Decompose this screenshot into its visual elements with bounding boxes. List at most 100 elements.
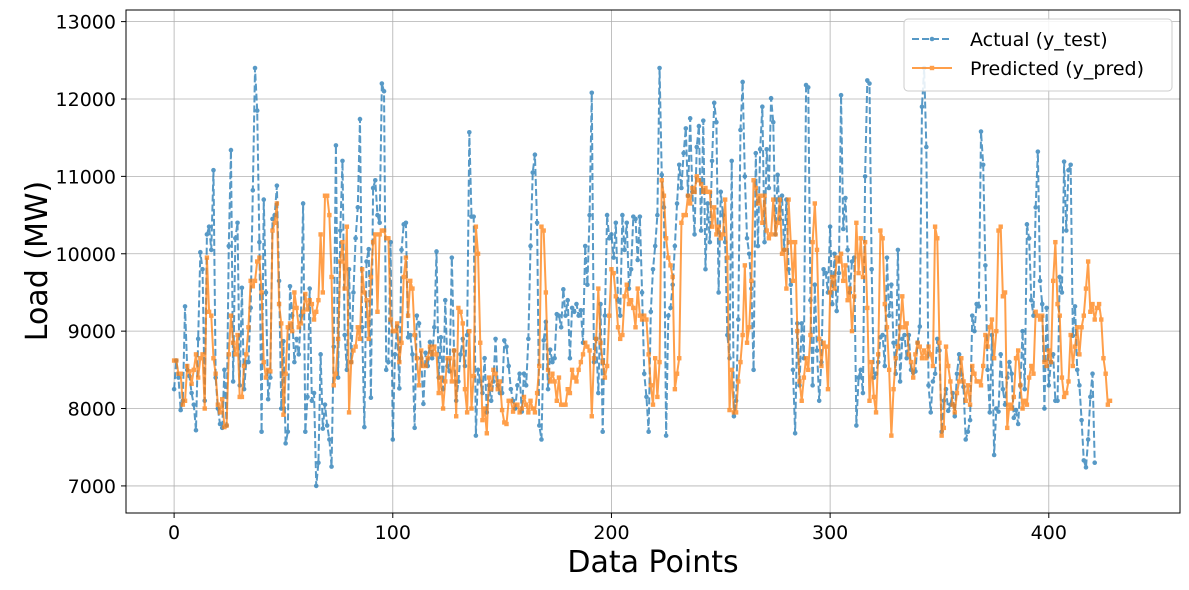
data-point xyxy=(182,304,188,309)
data-point xyxy=(764,228,769,233)
data-point xyxy=(1015,421,1021,427)
data-point xyxy=(823,270,829,276)
data-point xyxy=(171,386,177,392)
data-point xyxy=(946,363,951,369)
data-point xyxy=(760,220,765,226)
data-point xyxy=(711,100,717,106)
data-point xyxy=(528,243,533,249)
data-point xyxy=(880,332,885,338)
data-point xyxy=(294,336,299,342)
data-point xyxy=(744,235,750,241)
data-point xyxy=(259,290,264,295)
data-point xyxy=(1009,371,1014,377)
data-point xyxy=(635,257,640,263)
data-point xyxy=(714,232,719,237)
data-point xyxy=(449,255,455,260)
x-tick-label: 100 xyxy=(375,522,411,544)
data-point xyxy=(508,386,514,392)
data-point xyxy=(869,266,874,272)
data-point xyxy=(1077,352,1082,357)
data-point xyxy=(351,348,356,353)
data-point xyxy=(996,228,1001,233)
data-point xyxy=(849,328,855,334)
data-point xyxy=(582,243,588,249)
data-point xyxy=(226,352,231,357)
data-point xyxy=(786,197,791,202)
data-point xyxy=(902,325,907,330)
data-point xyxy=(652,243,658,249)
data-point xyxy=(257,239,262,245)
data-point xyxy=(1055,398,1060,404)
data-point xyxy=(641,371,647,377)
data-point xyxy=(1066,379,1071,384)
data-point xyxy=(1079,325,1084,330)
data-point xyxy=(556,313,562,318)
data-point xyxy=(263,375,269,380)
data-point xyxy=(318,232,323,237)
data-point xyxy=(1026,235,1032,241)
data-point xyxy=(838,92,844,98)
data-point xyxy=(375,212,380,218)
data-point xyxy=(469,406,474,411)
data-point xyxy=(593,336,599,342)
data-point xyxy=(316,297,321,303)
data-point xyxy=(961,379,966,384)
data-point xyxy=(648,383,654,388)
data-point xyxy=(775,220,780,226)
data-point xyxy=(320,426,326,431)
data-point xyxy=(707,239,713,245)
data-point xyxy=(685,193,691,198)
data-point xyxy=(620,212,625,218)
data-point xyxy=(657,359,662,365)
data-point xyxy=(434,249,439,254)
data-point xyxy=(434,352,439,357)
data-point xyxy=(539,437,544,442)
data-point xyxy=(805,85,811,90)
data-point xyxy=(674,201,680,206)
data-point xyxy=(268,375,273,380)
data-point xyxy=(222,367,227,373)
data-point xyxy=(346,410,352,415)
data-point xyxy=(193,427,199,433)
data-point xyxy=(408,278,413,284)
data-point xyxy=(250,284,256,289)
data-point xyxy=(285,325,291,330)
data-point xyxy=(556,375,562,380)
data-point xyxy=(746,251,752,257)
data-point xyxy=(840,226,846,232)
data-point xyxy=(926,344,931,349)
data-point xyxy=(677,356,682,361)
data-point xyxy=(696,123,702,129)
data-point xyxy=(373,232,378,237)
data-point xyxy=(488,386,494,392)
data-point xyxy=(919,356,925,361)
data-point xyxy=(386,359,391,365)
data-point xyxy=(202,406,207,411)
data-point xyxy=(189,390,194,396)
data-point xyxy=(775,172,780,178)
data-point xyxy=(639,317,645,322)
data-point xyxy=(230,340,236,345)
data-point xyxy=(574,379,579,384)
data-point xyxy=(830,274,835,280)
data-point xyxy=(508,398,514,403)
data-point xyxy=(709,158,715,164)
data-point xyxy=(1044,363,1049,369)
data-point xyxy=(696,178,702,183)
data-point xyxy=(471,373,476,379)
data-point xyxy=(338,259,343,264)
data-point xyxy=(550,371,555,376)
data-point xyxy=(296,325,301,330)
data-point xyxy=(600,359,605,365)
data-point xyxy=(983,332,988,338)
data-point xyxy=(386,236,391,241)
data-point xyxy=(735,317,741,322)
data-point xyxy=(414,313,420,318)
data-point xyxy=(773,232,778,237)
data-point xyxy=(1013,407,1019,413)
data-point xyxy=(716,290,721,295)
data-point xyxy=(742,263,748,268)
data-point xyxy=(1011,415,1017,421)
data-point xyxy=(456,305,461,311)
